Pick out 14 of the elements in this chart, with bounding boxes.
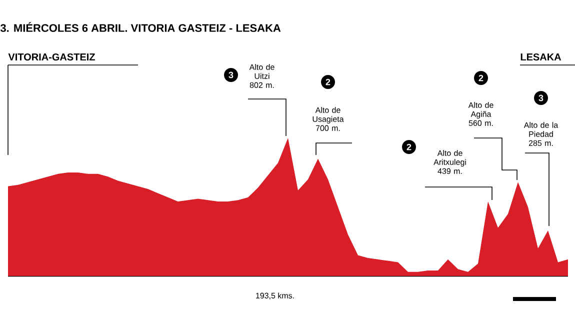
text: LESAKA — [520, 53, 562, 61]
text: VITORIA-GASTEIZ — [8, 53, 95, 61]
annotation: 2 — [406, 144, 412, 150]
text: Alto de Uitzi 802 m. — [249, 64, 274, 88]
text: Alto de Usagieta 700 m. — [312, 107, 344, 131]
text: 2 — [478, 74, 484, 82]
annotation: Alto de Aritxulegi 439 m. — [434, 150, 466, 174]
text: 193,5 kms. — [256, 292, 294, 300]
text: 3 — [538, 94, 544, 102]
annotation: Alto de la Piedad 285 m. — [524, 122, 558, 146]
chart-title: 3. MIÉRCOLES 6 ABRIL. VITORIA GASTEIZ - LESAKA — [0, 22, 281, 32]
text: Alto de Agiña 560 m. — [468, 102, 494, 126]
text: 2 — [326, 78, 330, 86]
text: 3 — [228, 72, 234, 78]
